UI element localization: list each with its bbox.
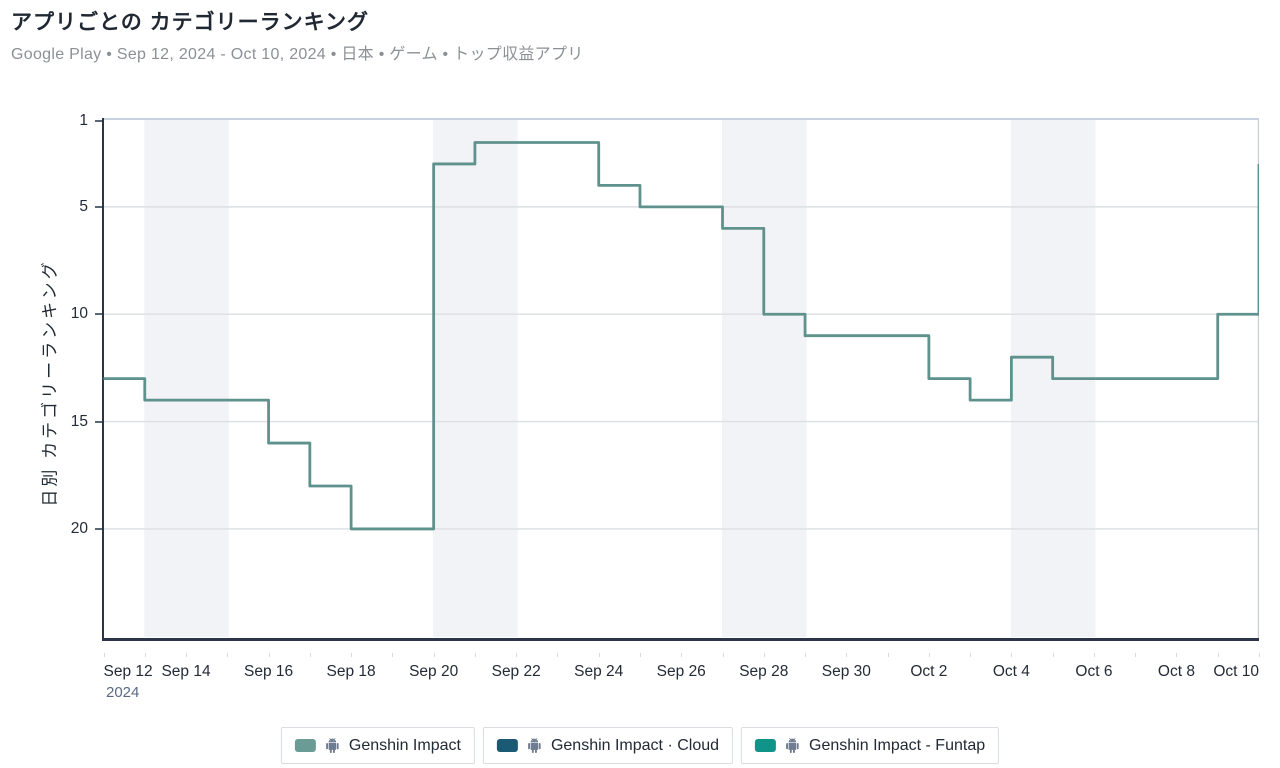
ranking-step-chart	[102, 118, 1259, 641]
x-axis-tick-label: Oct 2	[910, 663, 948, 680]
y-axis-tick-label: 10	[70, 305, 88, 323]
x-axis-day-tick	[103, 653, 105, 657]
legend-chip-genshin-impact-funtap[interactable]: Genshin Impact - Funtap	[741, 727, 1000, 764]
x-axis-day-tick	[1052, 653, 1054, 657]
x-axis-day-tick	[516, 653, 518, 657]
x-axis-tick-label: Sep 16	[243, 663, 294, 680]
x-axis-tick-label: Sep 22	[491, 663, 541, 680]
x-axis-day-tick	[1176, 653, 1178, 657]
plot-border-bottom	[102, 638, 1259, 641]
y-axis-tick-mark	[95, 420, 102, 423]
x-axis-day-tick	[474, 653, 476, 657]
x-axis-tick-label: Oct 10	[1213, 663, 1259, 680]
x-axis-day-tick	[268, 653, 270, 657]
x-axis-day-tick	[433, 653, 435, 657]
x-axis-tick-label: Sep 28	[739, 663, 789, 680]
x-axis-day-tick	[1011, 653, 1013, 657]
x-axis-tick-label: Sep 18	[326, 663, 376, 680]
y-axis-tick-mark	[95, 527, 102, 530]
legend-label: Genshin Impact	[348, 736, 461, 754]
y-axis-tick-label: 5	[79, 197, 88, 215]
x-axis-day-tick	[186, 653, 188, 657]
plot-border-top	[102, 118, 1259, 120]
x-axis-day-tick	[722, 653, 724, 657]
weekend-band	[144, 120, 229, 637]
y-axis-tick-mark	[95, 313, 102, 316]
x-axis-day-tick	[763, 653, 765, 657]
x-axis-day-tick	[805, 653, 807, 657]
legend-swatch	[755, 739, 777, 752]
plot-border-right	[1257, 120, 1259, 638]
series-line-genshin-impact	[103, 141, 1259, 531]
y-axis-tick-mark	[95, 205, 102, 208]
y-axis-tick-label: 20	[70, 519, 88, 537]
x-axis-day-tick	[846, 653, 848, 657]
x-axis-tick-label: Oct 4	[992, 663, 1030, 680]
x-axis-tick-label: Sep 20	[409, 663, 459, 680]
x-axis-year-label: 2024	[106, 684, 140, 701]
x-axis-tick-label: Sep 12	[103, 663, 153, 680]
x-axis-day-tick	[227, 653, 229, 657]
android-icon	[326, 738, 339, 753]
y-axis-title: 日別 カテゴリーランキング	[40, 259, 60, 507]
x-axis-tick-label: Oct 8	[1157, 663, 1195, 680]
x-axis-day-tick	[392, 653, 394, 657]
android-icon	[786, 738, 799, 753]
page-title: アプリごとの カテゴリーランキング	[11, 11, 369, 34]
y-axis-tick-mark	[95, 120, 102, 122]
x-axis-tick-label: Sep 14	[161, 663, 211, 680]
legend-swatch	[496, 739, 518, 752]
x-axis-day-tick	[639, 653, 641, 657]
chart-legend: Genshin Impact Genshin Impact · Cloud Ge…	[280, 727, 1000, 764]
x-axis-day-tick	[598, 653, 600, 657]
x-axis-day-tick	[144, 653, 146, 657]
legend-chip-genshin-impact-cloud[interactable]: Genshin Impact · Cloud	[482, 727, 734, 764]
x-axis-day-tick	[557, 653, 559, 657]
x-axis-day-tick	[351, 653, 353, 657]
x-axis-day-tick	[1259, 653, 1260, 657]
x-axis-tick-label: Oct 6	[1075, 663, 1113, 680]
legend-label: Genshin Impact · Cloud	[550, 736, 720, 754]
x-axis-day-tick	[309, 653, 311, 657]
legend-chip-genshin-impact[interactable]: Genshin Impact	[280, 727, 475, 764]
x-axis-tick-label: Sep 26	[656, 663, 706, 680]
x-axis-day-tick	[887, 653, 889, 657]
chart-subtitle-breadcrumb: Google Play • Sep 12, 2024 - Oct 10, 202…	[11, 46, 584, 63]
y-axis-tick-label: 1	[79, 112, 88, 129]
weekend-band	[722, 120, 807, 637]
legend-label: Genshin Impact - Funtap	[809, 736, 986, 754]
x-axis-tick-label: Sep 24	[574, 663, 624, 680]
x-axis-tick-label: Sep 30	[821, 663, 871, 680]
legend-swatch	[294, 739, 316, 752]
x-axis-day-tick	[1135, 653, 1137, 657]
plot-border-left	[102, 118, 104, 641]
x-axis-day-tick	[681, 653, 683, 657]
weekend-band	[433, 120, 518, 637]
x-axis-day-tick	[970, 653, 972, 657]
android-icon	[528, 738, 541, 753]
y-axis-tick-label: 15	[70, 412, 88, 430]
x-axis-day-tick	[928, 653, 930, 657]
x-axis-day-tick	[1217, 653, 1219, 657]
x-axis-day-tick	[1093, 653, 1095, 657]
